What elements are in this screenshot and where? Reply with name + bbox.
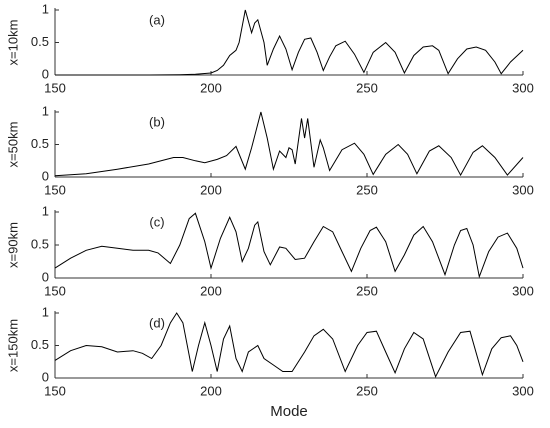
data-line	[54, 312, 524, 379]
y-tick-label: 0	[42, 66, 49, 81]
y-tick-label: 0.5	[31, 337, 49, 352]
data-line	[54, 212, 524, 279]
x-tick-label: 250	[356, 383, 378, 398]
panel-annotation: (b)	[149, 114, 165, 129]
y-axis-label: x=50km	[5, 122, 20, 168]
y-tick-label: 1	[42, 304, 49, 319]
x-tick-label: 150	[44, 283, 66, 298]
panel-annotation: (d)	[149, 315, 165, 330]
data-line	[54, 111, 524, 177]
x-tick-label: 150	[44, 80, 66, 95]
y-axis-label: x=10km	[5, 20, 20, 66]
y-tick-label: 0	[42, 369, 49, 384]
y-axis-label: x=90km	[5, 222, 20, 268]
y-tick-label: 0.5	[31, 236, 49, 251]
x-tick-label: 200	[200, 182, 222, 197]
x-tick-label: 200	[200, 283, 222, 298]
x-tick-label: 250	[356, 80, 378, 95]
y-tick-label: 0	[42, 269, 49, 284]
x-tick-label: 250	[356, 182, 378, 197]
x-tick-label: 150	[44, 182, 66, 197]
x-tick-label: 300	[512, 182, 534, 197]
panel-annotation: (a)	[149, 12, 165, 27]
x-tick-label: 300	[512, 283, 534, 298]
x-axis-label: Mode	[270, 403, 308, 420]
x-tick-label: 200	[200, 80, 222, 95]
x-tick-label: 250	[356, 283, 378, 298]
data-line	[55, 9, 524, 76]
x-tick-label: 150	[44, 383, 66, 398]
y-tick-label: 1	[42, 1, 49, 16]
panel-annotation: (c)	[149, 214, 164, 229]
y-tick-label: 1	[42, 103, 49, 118]
x-tick-label: 200	[200, 383, 222, 398]
y-tick-label: 1	[42, 203, 49, 218]
y-tick-label: 0.5	[31, 34, 49, 49]
y-tick-label: 0	[42, 168, 49, 183]
x-tick-label: 300	[512, 80, 534, 95]
y-tick-label: 0.5	[31, 136, 49, 151]
x-tick-label: 300	[512, 383, 534, 398]
y-axis-label: x=150km	[5, 319, 20, 372]
